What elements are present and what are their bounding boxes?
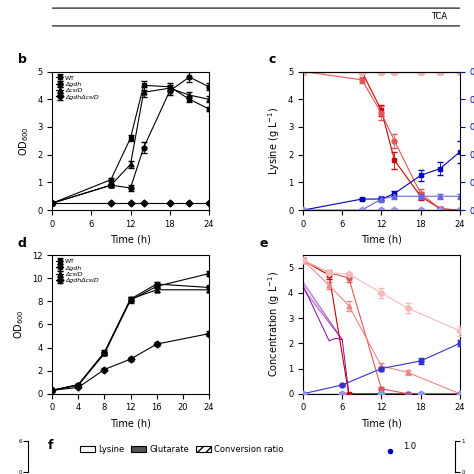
X-axis label: Time (h): Time (h) — [110, 418, 151, 428]
X-axis label: Time (h): Time (h) — [110, 235, 151, 245]
Text: d: d — [18, 237, 27, 250]
Legend: Lysine, Glutarate, Conversion ratio: Lysine, Glutarate, Conversion ratio — [77, 441, 287, 457]
Text: c: c — [268, 53, 276, 66]
X-axis label: Time (h): Time (h) — [361, 235, 402, 245]
Text: 1.0: 1.0 — [403, 442, 416, 451]
Text: e: e — [259, 237, 268, 250]
Text: TCA: TCA — [431, 12, 447, 21]
FancyBboxPatch shape — [48, 8, 464, 26]
Y-axis label: OD$_{600}$: OD$_{600}$ — [18, 126, 31, 156]
X-axis label: Time (h): Time (h) — [361, 418, 402, 428]
Legend: WT, Δgdh, ΔcsiD, ΔgdhΔcsiD: WT, Δgdh, ΔcsiD, ΔgdhΔcsiD — [55, 258, 100, 284]
Y-axis label: OD$_{600}$: OD$_{600}$ — [13, 310, 27, 339]
Y-axis label: Concentration (g L$^{-1}$): Concentration (g L$^{-1}$) — [266, 272, 283, 377]
Text: f: f — [48, 439, 54, 452]
Y-axis label: Lysine (g L$^{-1}$): Lysine (g L$^{-1}$) — [266, 107, 283, 175]
Legend: WT, Δgdh, ΔcsiD, ΔgdhΔcsiD: WT, Δgdh, ΔcsiD, ΔgdhΔcsiD — [55, 74, 100, 100]
Text: b: b — [18, 53, 27, 66]
